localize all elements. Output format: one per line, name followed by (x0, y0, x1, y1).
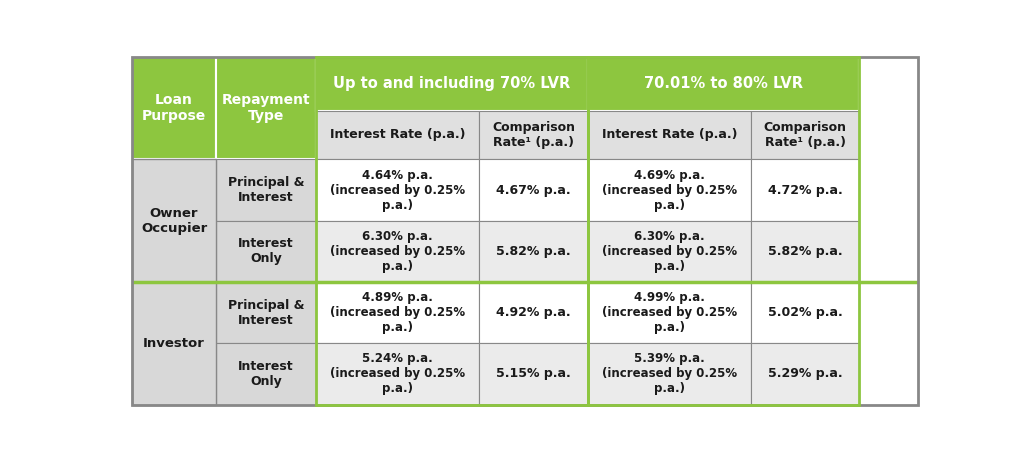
Text: Interest
Only: Interest Only (239, 360, 294, 388)
Text: 5.02% p.a.: 5.02% p.a. (768, 306, 843, 319)
Bar (479, 159, 588, 221)
Text: 4.69% p.a.
(increased by 0.25%
p.a.): 4.69% p.a. (increased by 0.25% p.a.) (602, 169, 737, 212)
Bar (588, 159, 751, 221)
Text: Interest
Only: Interest Only (239, 237, 294, 266)
Text: Comparison
Rate¹ (p.a.): Comparison Rate¹ (p.a.) (492, 121, 574, 149)
Bar (315, 57, 588, 404)
Text: 6.30% p.a.
(increased by 0.25%
p.a.): 6.30% p.a. (increased by 0.25% p.a.) (602, 230, 737, 273)
Bar (751, 159, 859, 221)
Bar (588, 343, 751, 404)
Bar (315, 343, 479, 404)
Text: 6.30% p.a.
(increased by 0.25%
p.a.): 6.30% p.a. (increased by 0.25% p.a.) (330, 230, 465, 273)
Text: 4.89% p.a.
(increased by 0.25%
p.a.): 4.89% p.a. (increased by 0.25% p.a.) (330, 291, 465, 334)
Text: 5.29% p.a.: 5.29% p.a. (768, 367, 843, 381)
Text: 5.39% p.a.
(increased by 0.25%
p.a.): 5.39% p.a. (increased by 0.25% p.a.) (602, 352, 737, 395)
Bar (751, 343, 859, 404)
Bar (588, 221, 751, 282)
Bar (588, 111, 751, 159)
Bar (216, 343, 315, 404)
Text: 4.92% p.a.: 4.92% p.a. (497, 306, 570, 319)
Text: 5.82% p.a.: 5.82% p.a. (768, 245, 843, 258)
Bar (216, 282, 315, 343)
Text: Investor: Investor (143, 337, 205, 350)
Bar (315, 221, 479, 282)
Text: Owner
Occupier: Owner Occupier (141, 207, 207, 235)
Bar (588, 57, 859, 111)
Text: 4.67% p.a.: 4.67% p.a. (497, 184, 570, 197)
Bar (132, 57, 216, 159)
Text: Principal &
Interest: Principal & Interest (227, 299, 304, 327)
Bar (751, 111, 859, 159)
Bar (588, 282, 751, 343)
Text: Up to and including 70% LVR: Up to and including 70% LVR (333, 76, 570, 91)
Text: Principal &
Interest: Principal & Interest (227, 176, 304, 204)
Bar (315, 282, 479, 343)
Text: Interest Rate (p.a.): Interest Rate (p.a.) (602, 128, 737, 142)
Bar (216, 159, 315, 221)
Bar (479, 111, 588, 159)
Text: 4.99% p.a.
(increased by 0.25%
p.a.): 4.99% p.a. (increased by 0.25% p.a.) (602, 291, 737, 334)
Text: 70.01% to 80% LVR: 70.01% to 80% LVR (644, 76, 803, 91)
Bar (132, 159, 216, 282)
Bar (132, 282, 216, 404)
Text: Comparison
Rate¹ (p.a.): Comparison Rate¹ (p.a.) (764, 121, 847, 149)
Bar (751, 221, 859, 282)
Bar (588, 57, 859, 404)
Bar (315, 159, 479, 221)
Bar (216, 221, 315, 282)
Text: 4.72% p.a.: 4.72% p.a. (768, 184, 843, 197)
Bar (479, 343, 588, 404)
Bar (479, 282, 588, 343)
Bar (216, 57, 315, 159)
Text: Repayment
Type: Repayment Type (221, 93, 310, 123)
Bar (479, 221, 588, 282)
Text: 5.15% p.a.: 5.15% p.a. (496, 367, 570, 381)
Bar (315, 57, 588, 111)
Text: 5.24% p.a.
(increased by 0.25%
p.a.): 5.24% p.a. (increased by 0.25% p.a.) (330, 352, 465, 395)
Text: Loan
Purpose: Loan Purpose (142, 93, 206, 123)
Text: 4.64% p.a.
(increased by 0.25%
p.a.): 4.64% p.a. (increased by 0.25% p.a.) (330, 169, 465, 212)
Text: 5.82% p.a.: 5.82% p.a. (497, 245, 570, 258)
Text: Interest Rate (p.a.): Interest Rate (p.a.) (330, 128, 465, 142)
Bar (751, 282, 859, 343)
Bar (315, 111, 479, 159)
